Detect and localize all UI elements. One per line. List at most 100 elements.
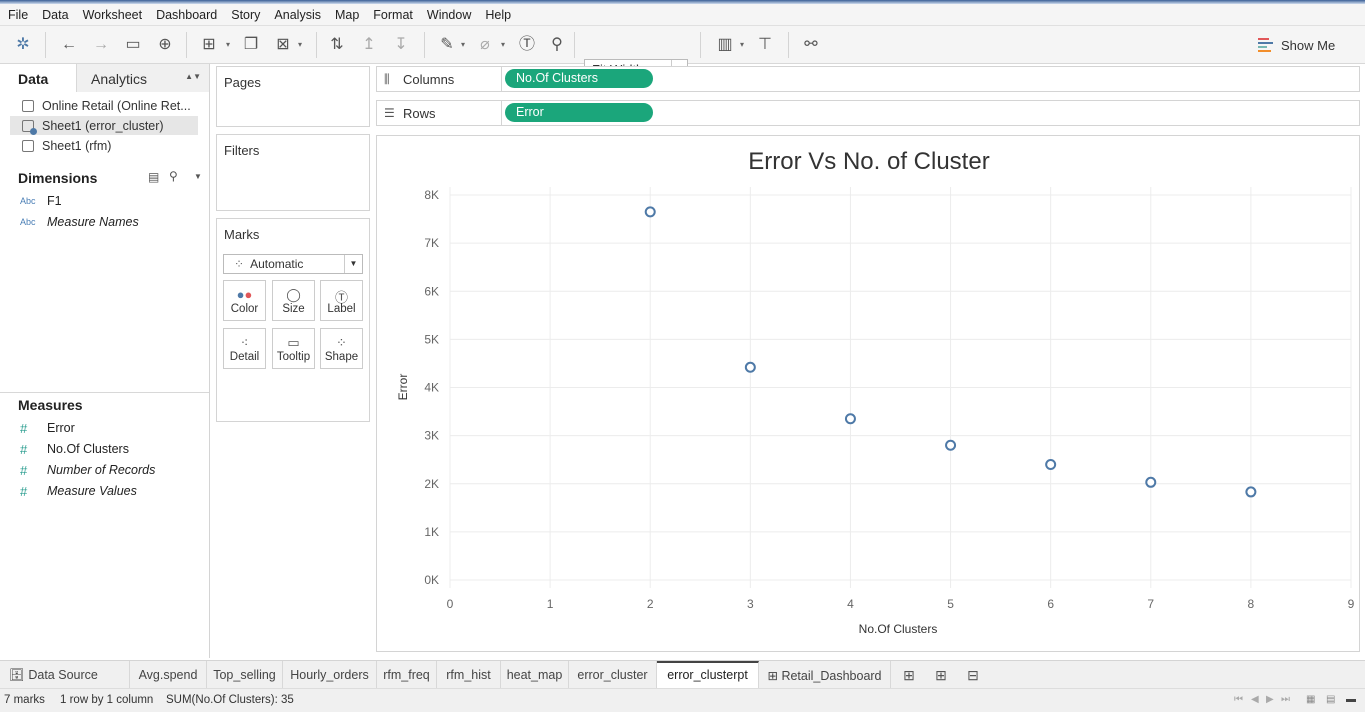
filmstrip-view-icon[interactable]: ▤ <box>1326 694 1336 705</box>
dimension-field[interactable]: Abc Measure Names <box>20 213 139 231</box>
show-mark-labels-icon[interactable]: Ⓣ <box>518 36 535 53</box>
tab-data[interactable]: Data <box>0 64 76 92</box>
data-point[interactable] <box>1245 486 1257 498</box>
menu-window[interactable]: Window <box>426 7 472 22</box>
field-name: Measure Values <box>47 484 137 498</box>
new-dashboard-icon[interactable]: ⊞ <box>935 667 947 683</box>
sort-ascending-icon[interactable]: ↥ <box>362 36 376 53</box>
shape-label: Shape <box>324 351 359 363</box>
scatter-chart[interactable]: 0K 1K 2K 3K 4K 5K 6K 7K 8K 0 1 2 3 4 5 6 7 8 9 Error No.O… <box>377 136 1361 653</box>
sheet-tab-active[interactable]: error_clusterpt <box>657 661 759 689</box>
menu-story[interactable]: Story <box>231 7 261 22</box>
data-point[interactable] <box>644 206 656 218</box>
share-icon[interactable]: ⚯ <box>804 36 818 53</box>
menu-data[interactable]: Data <box>42 7 69 22</box>
datasource-item-selected[interactable]: Sheet1 (error_cluster) <box>10 116 198 135</box>
menu-format[interactable]: Format <box>373 7 413 22</box>
redo-icon[interactable]: → <box>93 36 109 53</box>
new-worksheet-dropdown-icon[interactable]: ▾ <box>226 40 231 49</box>
data-point[interactable] <box>744 361 756 373</box>
y-tick-label: 8K <box>424 188 439 202</box>
sheet-tab[interactable]: Top_selling <box>207 661 283 689</box>
sheet-tab[interactable]: Avg.spend <box>130 661 207 689</box>
save-icon[interactable]: ▭ <box>125 36 141 53</box>
swap-axes-icon[interactable]: ⇅ <box>330 36 344 53</box>
rows-shelf[interactable]: ☰ Rows Error <box>376 100 1360 126</box>
tab-view-icon[interactable]: ▬ <box>1346 694 1356 705</box>
tab-label: Retail_Dashboard <box>781 669 882 683</box>
filters-card[interactable]: Filters <box>216 134 370 211</box>
menu-file[interactable]: File <box>8 7 29 22</box>
measure-field[interactable]: # Error <box>20 419 75 437</box>
highlight-dropdown-icon[interactable]: ▾ <box>461 40 466 49</box>
pane-divider[interactable] <box>0 392 209 393</box>
clear-sheet-dropdown-icon[interactable]: ▾ <box>298 40 303 49</box>
show-me-button[interactable]: Show Me <box>1258 35 1335 55</box>
datasource-item[interactable]: Online Retail (Online Ret... <box>10 96 198 115</box>
duplicate-sheet-icon[interactable]: ❐ <box>243 36 259 53</box>
measure-field[interactable]: # Measure Values <box>20 482 137 500</box>
search-icon[interactable]: ⚲ <box>169 169 178 183</box>
menu-help[interactable]: Help <box>485 7 512 22</box>
shape-button[interactable]: ⁘ Shape <box>320 328 363 369</box>
sheet-tab[interactable]: Hourly_orders <box>283 661 377 689</box>
grid-view-icon[interactable]: ▦ <box>1306 694 1316 705</box>
prev-page-icon[interactable]: ◀ <box>1251 694 1259 705</box>
new-worksheet-icon[interactable]: ⊞ <box>903 667 915 683</box>
data-point[interactable] <box>945 439 957 451</box>
show-cards-icon[interactable]: ▥ <box>717 36 733 53</box>
menu-worksheet[interactable]: Worksheet <box>82 7 143 22</box>
data-point[interactable] <box>1145 476 1157 488</box>
tab-data-source[interactable]: 🗄 Data Source <box>0 661 130 689</box>
visualization-area[interactable]: Error Vs No. of Cluster 0K 1K 2K 3K 4K 5K 6K 7K… <box>376 135 1360 652</box>
rows-pill[interactable]: Error <box>505 103 653 122</box>
new-story-icon[interactable]: ⊟ <box>967 667 979 683</box>
sheet-tab[interactable]: rfm_freq <box>377 661 437 689</box>
sort-descending-icon[interactable]: ↧ <box>394 36 408 53</box>
columns-pill[interactable]: No.Of Clusters <box>505 69 653 88</box>
dashboard-tab[interactable]: ⊞ Retail_Dashboard <box>759 661 891 689</box>
new-data-source-icon[interactable]: ⊕ <box>158 36 172 53</box>
y-tick-label: 3K <box>424 429 439 443</box>
sheet-tab[interactable]: error_cluster <box>569 661 657 689</box>
measure-field[interactable]: # Number of Records <box>20 461 155 479</box>
new-worksheet-icon[interactable]: ⊞ <box>202 36 216 53</box>
menu-map[interactable]: Map <box>334 7 360 22</box>
tableau-logo-icon[interactable]: ✲ <box>16 36 30 53</box>
menu-analysis[interactable]: Analysis <box>274 7 321 22</box>
measure-field[interactable]: # No.Of Clusters <box>20 440 129 458</box>
undo-icon[interactable]: ← <box>61 36 77 53</box>
show-cards-dropdown-icon[interactable]: ▾ <box>740 40 745 49</box>
sheet-tab[interactable]: rfm_hist <box>437 661 501 689</box>
tooltip-button[interactable]: ▭ Tooltip <box>272 328 315 369</box>
x-tick-label: 0 <box>447 597 454 611</box>
last-page-icon[interactable]: ⏭ <box>1281 694 1290 705</box>
next-page-icon[interactable]: ▶ <box>1266 694 1274 705</box>
color-button[interactable]: ●● Color <box>223 280 266 321</box>
label-button[interactable]: Ⓣ Label <box>320 280 363 321</box>
dimension-field[interactable]: Abc F1 <box>20 192 62 210</box>
mark-type-dropdown[interactable]: ⁘ Automatic ▼ <box>223 254 363 274</box>
data-point[interactable] <box>1045 459 1057 470</box>
data-point[interactable] <box>844 413 856 425</box>
tab-analytics[interactable]: Analytics ▲▼ <box>76 64 209 92</box>
first-page-icon[interactable]: ⏮ <box>1234 694 1243 705</box>
clear-sheet-icon[interactable]: ⊠ <box>276 36 290 53</box>
size-button[interactable]: ◯ Size <box>272 280 315 321</box>
datasource-item[interactable]: Sheet1 (rfm) <box>10 136 198 155</box>
fix-axes-icon[interactable]: ⚲ <box>551 36 563 53</box>
group-dropdown-icon[interactable]: ▾ <box>501 40 506 49</box>
pane-tabs: Data Analytics ▲▼ <box>0 64 209 92</box>
menu-dashboard[interactable]: Dashboard <box>156 7 218 22</box>
group-members-icon[interactable]: ⌀ <box>480 36 490 53</box>
presentation-mode-icon[interactable]: ⊤ <box>758 36 772 53</box>
highlight-icon[interactable]: ✎ <box>440 36 454 53</box>
detail-button[interactable]: ⁖ Detail <box>223 328 266 369</box>
sheet-tab[interactable]: heat_map <box>501 661 569 689</box>
database-check-icon <box>22 119 37 135</box>
view-options-icon[interactable]: ▤ <box>148 170 160 184</box>
detail-label: Detail <box>229 351 260 363</box>
columns-shelf[interactable]: ⫼ Columns No.Of Clusters <box>376 66 1360 92</box>
pages-card[interactable]: Pages <box>216 66 370 127</box>
chevron-down-icon[interactable]: ▼ <box>194 172 202 181</box>
